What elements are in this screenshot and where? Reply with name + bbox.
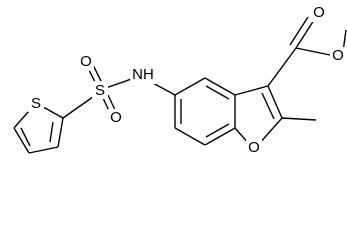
atom-labels: S S O O NH O O O bbox=[28, 4, 346, 157]
label-bg bbox=[92, 81, 108, 99]
label-bg bbox=[130, 66, 156, 84]
label-bg bbox=[246, 139, 262, 157]
atom-label: O bbox=[80, 53, 92, 70]
label-bg bbox=[108, 109, 124, 127]
atom-label: O bbox=[110, 109, 122, 126]
atom-label: O bbox=[332, 47, 344, 64]
molecule-diagram: S S O O NH O O O bbox=[13, 4, 347, 157]
atom-label: O bbox=[248, 139, 260, 156]
bonds bbox=[13, 16, 347, 154]
atom-label: S bbox=[95, 82, 105, 99]
atom-label: O bbox=[313, 4, 325, 21]
label-bg bbox=[330, 47, 346, 65]
atom-label: S bbox=[31, 95, 41, 112]
atom-label: NH bbox=[132, 66, 154, 83]
label-bg bbox=[28, 94, 44, 112]
label-bg bbox=[311, 4, 327, 22]
label-bg bbox=[78, 53, 94, 71]
